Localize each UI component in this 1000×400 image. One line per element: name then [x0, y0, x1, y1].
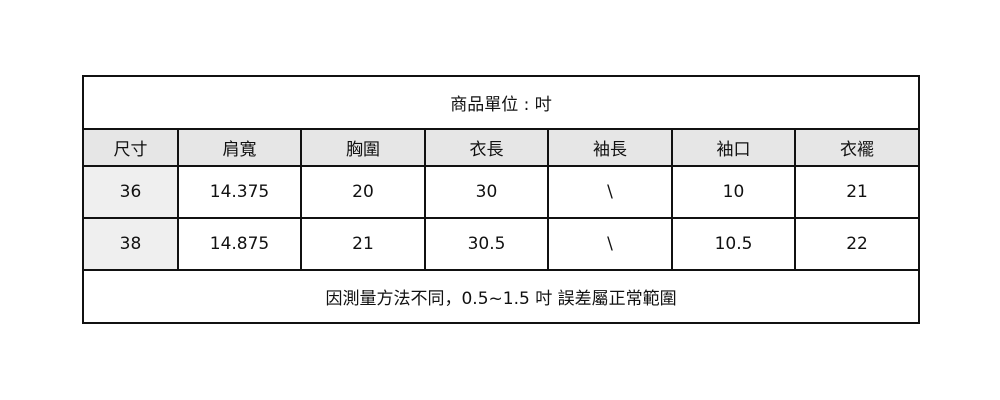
header-cell: 胸圍: [300, 128, 426, 167]
size-cell: 36: [82, 165, 179, 219]
header-cell: 尺寸: [82, 128, 179, 167]
header-cell: 衣長: [424, 128, 549, 167]
table-cell: \: [547, 217, 673, 271]
header-cell: 肩寬: [177, 128, 302, 167]
header-row: 尺寸 肩寬 胸圍 衣長 袖長 袖口 衣襬: [82, 128, 921, 167]
table-cell: 21: [793, 165, 921, 219]
table-cell: 30: [424, 165, 549, 219]
table-footer-note: 因測量方法不同，0.5~1.5 吋 誤差屬正常範圍: [81, 269, 921, 324]
table-cell: 21: [300, 217, 426, 271]
table-cell: 10.5: [671, 217, 796, 271]
header-cell: 衣襬: [793, 128, 921, 167]
header-cell: 袖口: [671, 128, 796, 167]
table-cell: 20: [300, 165, 426, 219]
size-table: 商品單位 : 吋 尺寸 肩寬 胸圍 衣長 袖長 袖口 衣襬 36 14.375 …: [81, 75, 921, 324]
header-cell: 袖長: [547, 128, 673, 167]
table-title: 商品單位 : 吋: [81, 75, 921, 130]
table-row: 38 14.875 21 30.5 \ 10.5 22: [82, 217, 921, 271]
table-cell: 10: [671, 165, 796, 219]
table-row: 36 14.375 20 30 \ 10 21: [82, 165, 921, 219]
table-cell: 22: [793, 217, 921, 271]
table-cell: 30.5: [424, 217, 549, 271]
table-cell: 14.375: [177, 165, 302, 219]
size-cell: 38: [82, 217, 179, 271]
table-cell: \: [547, 165, 673, 219]
table-cell: 14.875: [177, 217, 302, 271]
